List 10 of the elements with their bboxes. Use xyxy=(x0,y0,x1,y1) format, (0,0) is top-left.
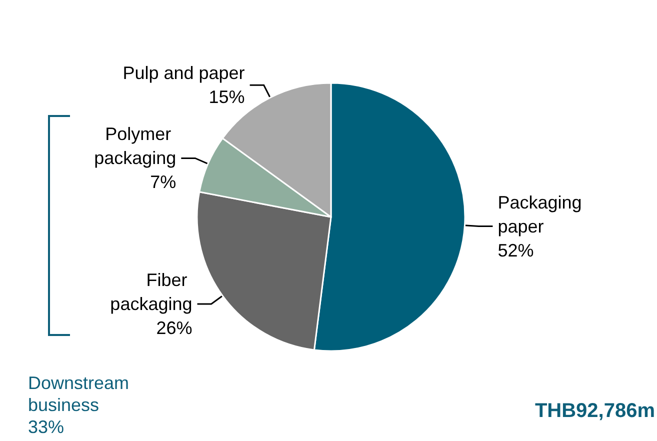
data-label: 7% xyxy=(150,172,176,192)
text: Downstream business 33% xyxy=(28,372,130,438)
slice-label: Packaging paper xyxy=(498,192,587,236)
slice-label: Fiber packaging xyxy=(110,270,192,314)
slice-label: Pulp and paper xyxy=(122,63,245,84)
data-label: 26% xyxy=(156,318,192,338)
text: THB92,786m xyxy=(534,400,655,422)
data-label: 52% xyxy=(498,240,534,260)
slice-label: Polymer packaging xyxy=(94,124,176,168)
data-label: 15% xyxy=(208,87,245,108)
